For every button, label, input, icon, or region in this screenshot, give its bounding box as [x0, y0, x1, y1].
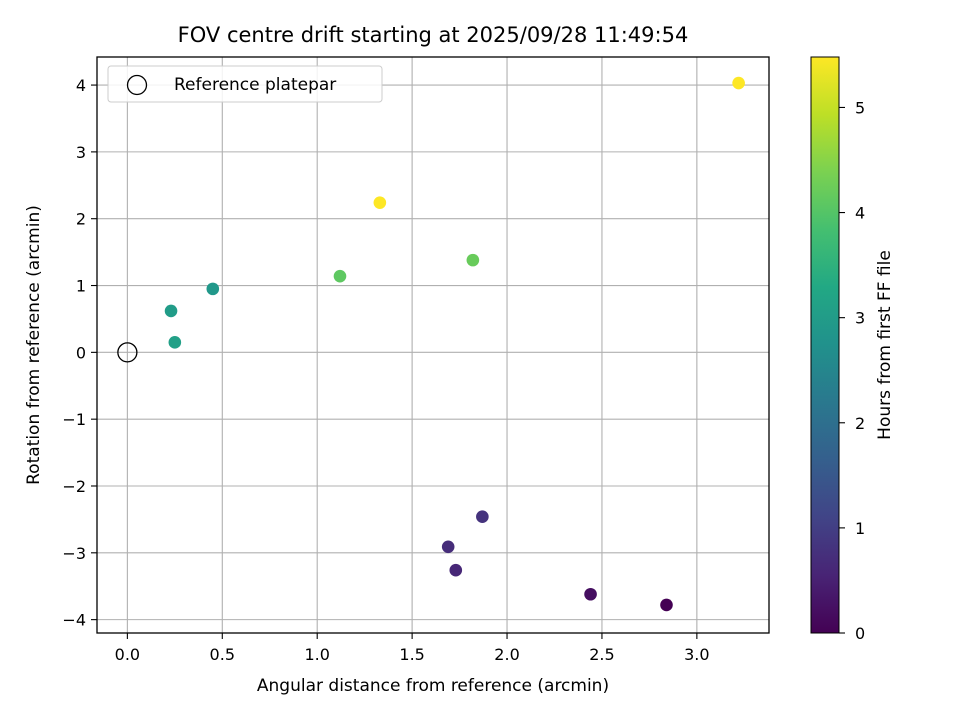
x-tick-label: 0.0 — [115, 645, 140, 664]
colorbar-ticks: 0 1 2 3 4 5 — [839, 98, 865, 643]
colorbar — [810, 56, 840, 634]
colorbar-label: Hours from first FF file — [875, 250, 895, 440]
legend-box — [107, 65, 383, 103]
x-tick-label: 2.0 — [494, 645, 519, 664]
x-tick-label: 3.0 — [684, 645, 709, 664]
colorbar-tick-label: 4 — [855, 204, 865, 223]
colorbar-tick-label: 2 — [855, 414, 865, 433]
x-tick-label: 0.5 — [210, 645, 235, 664]
data-point — [584, 587, 597, 601]
y-tick-label: −1 — [62, 410, 86, 429]
data-point — [441, 540, 455, 554]
data-point — [476, 510, 489, 524]
x-tick-label: 1.5 — [399, 645, 424, 664]
y-tick-label: 4 — [76, 76, 86, 95]
plot-frame — [96, 56, 770, 634]
data-point — [732, 76, 745, 90]
colorbar-tick-label: 0 — [855, 624, 865, 643]
legend-label-reference: Reference platepar — [174, 75, 336, 95]
colorbar-tick-label: 1 — [855, 519, 865, 538]
y-tick-label: −2 — [62, 477, 86, 496]
x-axis-label: Angular distance from reference (arcmin) — [257, 676, 609, 696]
y-tick-label: 2 — [76, 210, 86, 229]
x-axis-ticks: 0.0 0.5 1.0 1.5 2.0 2.5 3.0 — [115, 633, 710, 664]
data-point — [660, 598, 673, 612]
y-tick-label: 0 — [76, 343, 86, 362]
data-point — [206, 282, 220, 296]
colorbar-tick-label: 3 — [855, 309, 865, 328]
data-points — [117, 76, 745, 612]
y-tick-label: −3 — [62, 544, 86, 563]
y-tick-label: 3 — [76, 143, 86, 162]
data-point — [164, 304, 178, 318]
data-point — [449, 563, 463, 577]
grid-lines — [97, 57, 769, 633]
legend-marker-reference — [126, 74, 148, 96]
y-axis-ticks: −4 −3 −2 −1 0 1 2 3 4 — [62, 76, 97, 630]
data-point — [373, 196, 387, 209]
chart-title: FOV centre drift starting at 2025/09/28 … — [178, 23, 689, 47]
data-point — [168, 336, 182, 349]
x-tick-label: 2.5 — [589, 645, 614, 664]
data-point — [333, 269, 347, 283]
colorbar-tick-label: 5 — [855, 98, 865, 117]
y-tick-label: −4 — [62, 611, 86, 630]
data-point — [466, 253, 480, 267]
reference-platepar-marker — [117, 342, 138, 363]
x-tick-label: 1.0 — [304, 645, 329, 664]
y-axis-label: Rotation from reference (arcmin) — [24, 205, 44, 485]
legend: Reference platepar — [107, 65, 383, 103]
y-tick-label: 1 — [76, 277, 86, 296]
